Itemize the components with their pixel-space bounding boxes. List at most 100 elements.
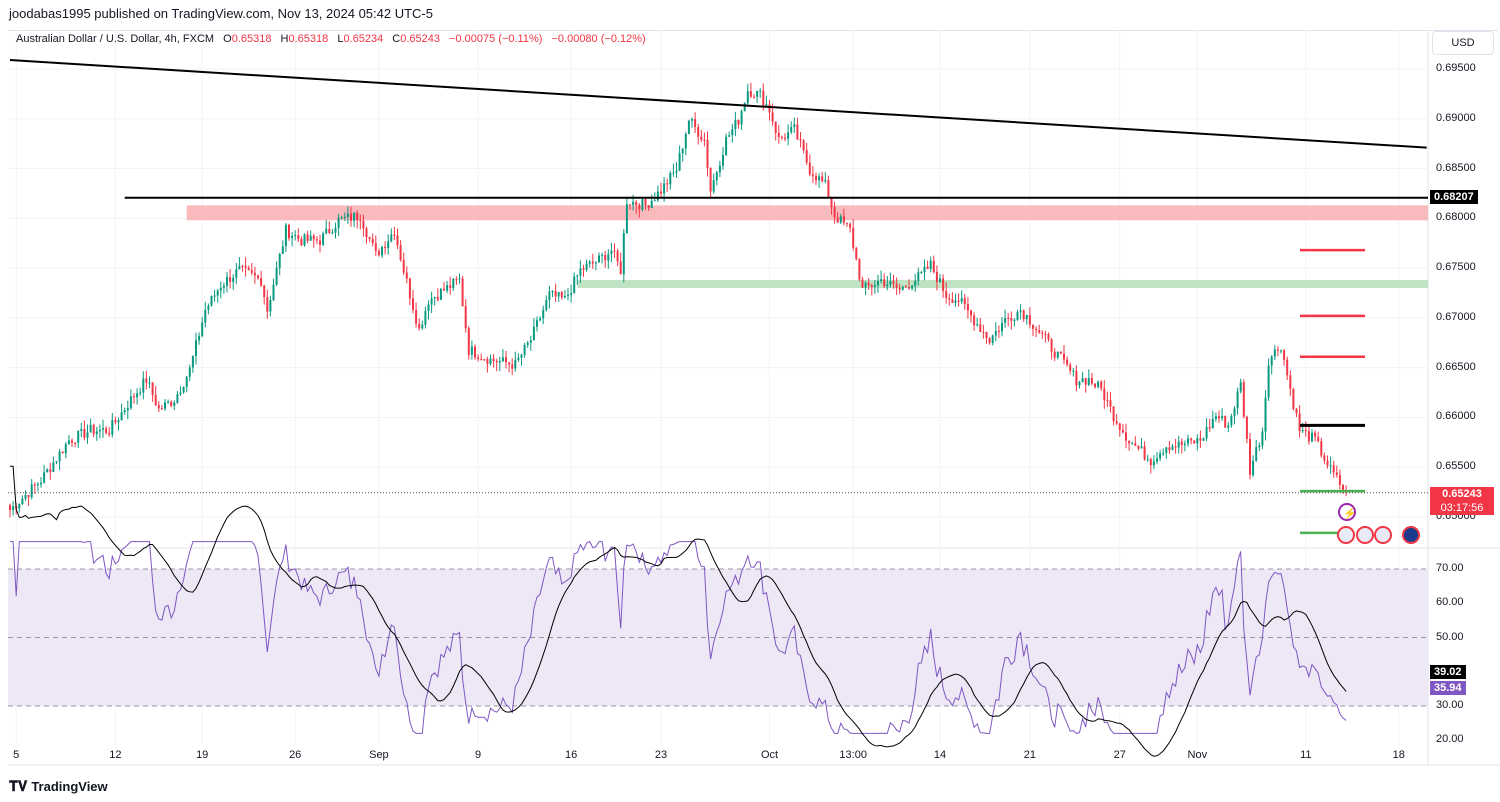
candle-down	[1041, 332, 1044, 334]
close-label: C	[392, 33, 401, 45]
close-value: 0.65243	[400, 33, 440, 45]
candle-up	[331, 232, 334, 234]
candle-up	[337, 217, 340, 228]
time-tick-label: 26	[289, 749, 302, 761]
candle-up	[334, 227, 337, 233]
candle-down	[833, 207, 836, 218]
candle-up	[669, 173, 672, 185]
candle-down	[1332, 465, 1335, 473]
candle-up	[18, 504, 21, 509]
candle-up	[1301, 429, 1304, 432]
candle-up	[756, 90, 759, 97]
candle-up	[520, 354, 523, 358]
open-value: 0.65318	[231, 33, 272, 45]
time-tick-label: 11	[1300, 749, 1312, 761]
candle-down	[1100, 381, 1103, 389]
candle-down	[1249, 438, 1251, 475]
candle-down	[377, 251, 380, 256]
candle-up	[1001, 322, 1003, 332]
candle-down	[151, 382, 154, 395]
candle-down	[436, 296, 439, 300]
currency-button[interactable]: USD	[1432, 31, 1494, 55]
candle-down	[362, 220, 365, 229]
candle-down	[393, 234, 396, 236]
candle-up	[1211, 419, 1214, 429]
candle-up	[43, 472, 46, 483]
candle-down	[244, 265, 247, 268]
candle-up	[278, 253, 281, 268]
candle-up	[1146, 459, 1149, 461]
candle-up	[120, 412, 123, 421]
candle-down	[1143, 446, 1146, 460]
candle-down	[1047, 334, 1050, 340]
tradingview-logo[interactable]: 𝐓𝐕 TradingView	[9, 778, 108, 795]
us-flag-event-icon	[1356, 526, 1374, 544]
candle-down	[467, 328, 470, 355]
chart-pane[interactable]	[8, 30, 1498, 551]
candle-down	[83, 429, 86, 438]
candle-up	[877, 281, 879, 286]
candle-down	[1137, 445, 1140, 449]
candle-up	[929, 260, 932, 270]
candle-up	[139, 392, 142, 394]
candle-down	[1118, 423, 1121, 430]
rsi-ma-value-tag: 39.02	[1430, 665, 1466, 679]
candle-down	[554, 291, 557, 297]
time-tick-label: 23	[654, 749, 668, 761]
candle-up	[387, 241, 390, 249]
candle-up	[294, 235, 297, 237]
candle-up	[1004, 317, 1007, 323]
candle-up	[148, 382, 151, 384]
candle-down	[836, 217, 839, 223]
candle-up	[89, 424, 92, 433]
candle-up	[567, 294, 569, 297]
candle-down	[1289, 375, 1292, 389]
candle-down	[319, 240, 321, 245]
candle-up	[691, 119, 693, 121]
time-tick-label: 21	[1023, 749, 1037, 761]
candle-up	[272, 284, 275, 301]
candle-up	[207, 305, 210, 310]
candle-down	[160, 408, 163, 410]
candle-up	[746, 91, 749, 104]
candle-down	[49, 469, 52, 472]
candle-down	[1069, 364, 1072, 371]
open-label: O	[223, 33, 232, 45]
candle-up	[598, 255, 600, 263]
candle-down	[771, 112, 774, 122]
candle-down	[774, 121, 777, 133]
candle-up	[98, 429, 101, 432]
candle-down	[461, 278, 464, 307]
candle-up	[1267, 365, 1270, 398]
candle-down	[1295, 408, 1298, 414]
candle-down	[374, 243, 377, 252]
candle-down	[170, 401, 173, 406]
candle-up	[325, 228, 328, 234]
candle-down	[1094, 383, 1096, 387]
candle-up	[1019, 310, 1022, 313]
candle-up	[219, 287, 222, 291]
candle-up	[64, 444, 67, 454]
candle-down	[1053, 351, 1056, 358]
candle-down	[1121, 429, 1124, 433]
candle-down	[777, 132, 780, 137]
us-flag-event-icon	[1374, 526, 1392, 544]
candle-up	[188, 367, 191, 377]
candle-up	[281, 246, 284, 254]
candle-up	[911, 285, 914, 289]
bar-countdown: 03:17:56	[1430, 500, 1494, 515]
candle-down	[1115, 421, 1118, 424]
candle-up	[1097, 381, 1100, 387]
candle-up	[545, 300, 548, 310]
candle-down	[846, 222, 848, 224]
candle-up	[718, 165, 721, 173]
candle-up	[1183, 443, 1186, 446]
candle-down	[492, 358, 495, 362]
candle-up	[36, 484, 39, 486]
candle-down	[1168, 447, 1171, 451]
candle-up	[58, 451, 61, 462]
candle-down	[821, 176, 824, 182]
last-price-tag: 0.65243	[1430, 486, 1494, 501]
horizontal-line-price-tag: 0.68207	[1430, 189, 1478, 204]
